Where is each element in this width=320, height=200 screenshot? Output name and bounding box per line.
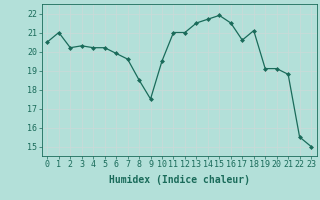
X-axis label: Humidex (Indice chaleur): Humidex (Indice chaleur) [109,175,250,185]
